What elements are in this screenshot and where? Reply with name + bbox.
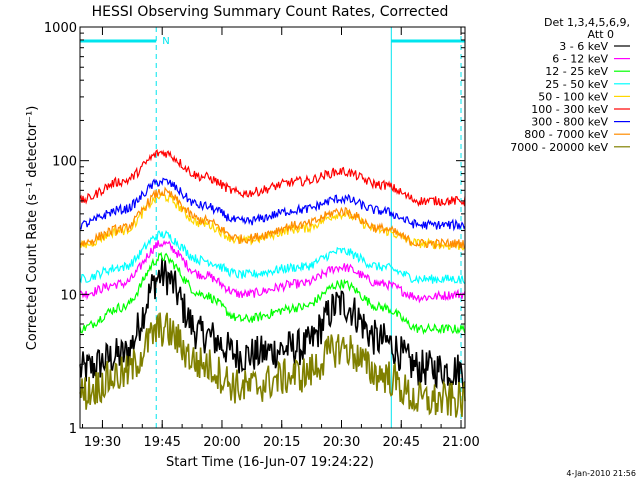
plot-area: N [79,27,466,428]
series-line-5 [79,149,466,208]
x-tick-label-1: 19:45 [143,435,180,450]
legend-label-2: 12 - 25 keV [545,65,608,78]
series-line-2 [79,251,466,336]
x-tick-label-3: 20:15 [263,435,300,450]
series-line-3 [79,230,466,285]
y-tick-label-1: 10 [60,288,77,303]
x-axis-label: Start Time (16-Jun-07 19:24:22) [166,455,374,470]
y-axis-label: Corrected Count Rate (s⁻¹ detector⁻¹) [25,106,40,351]
chart-title: HESSI Observing Summary Count Rates, Cor… [92,4,449,20]
night-marker-label: N [162,36,169,47]
legend-header-line-2: Att 0 [588,28,614,41]
y-tick-label-0: 1 [69,422,77,437]
series-line-6 [79,177,466,232]
series-line-7 [79,186,466,250]
legend-label-6: 300 - 800 keV [531,116,608,129]
legend-label-8: 7000 - 20000 keV [510,141,608,154]
series-line-8 [79,312,466,418]
plot-frame [79,26,466,429]
x-tick-label-2: 20:00 [203,435,240,450]
x-tick-label-0: 19:30 [84,435,121,450]
axes: 19:30 19:45 20:00 20:15 20:30 20:45 21:00 1 10 10… [44,21,480,450]
series-line-1 [79,239,466,304]
y-tick-label-3: 1000 [44,21,77,36]
legend-label-5: 100 - 300 keV [531,103,608,116]
series-line-0 [79,257,466,389]
legend-label-1: 6 - 12 keV [552,53,608,66]
legend-label-4: 50 - 100 keV [538,90,608,103]
y-tick-label-2: 100 [52,155,77,170]
legend-label-3: 25 - 50 keV [545,78,608,91]
timestamp: 4-Jan-2010 21:56 [566,469,636,478]
x-tick-label-5: 20:45 [383,435,420,450]
legend-label-0: 3 - 6 keV [559,40,608,53]
legend-label-7: 800 - 7000 keV [524,128,608,141]
x-tick-label-6: 21:00 [442,435,479,450]
x-tick-label-4: 20:30 [323,435,360,450]
legend-header-line-1: Det 1,3,4,5,6,9, [544,16,630,29]
